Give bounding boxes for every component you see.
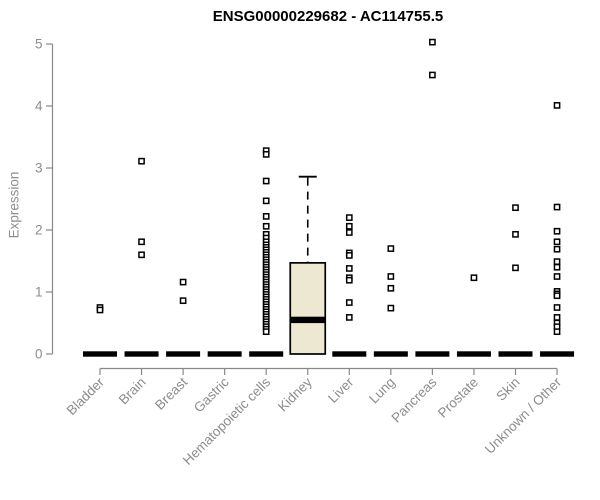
outlier-point-pancreas	[429, 38, 436, 46]
outlier-point-hematopoietic-cells	[262, 222, 270, 230]
outlier-point-hematopoietic-cells	[262, 151, 270, 158]
x-tick-label: Kidney	[275, 374, 315, 414]
outlier-point-lung	[387, 245, 395, 252]
y-tick-label: 5	[35, 37, 43, 52]
outlier-point-liver	[345, 299, 353, 306]
x-tick-label: Skin	[493, 375, 522, 404]
x-tick-label: Brain	[116, 375, 149, 408]
chart-title: ENSG00000229682 - AC114755.5	[212, 8, 444, 25]
x-tick-label: Pancreas	[389, 374, 440, 425]
median-liver	[332, 351, 367, 357]
y-tick-label: 1	[35, 285, 43, 300]
outlier-point-pancreas	[429, 71, 436, 79]
outlier-point-lung	[387, 284, 395, 292]
outlier-point-liver	[345, 314, 353, 321]
median-breast	[166, 351, 201, 357]
outlier-point-hematopoietic-cells	[262, 197, 270, 205]
median-gastric	[207, 351, 242, 357]
median-bladder	[83, 351, 117, 357]
x-tick-label: Breast	[152, 374, 190, 412]
outlier-point-unknown-other	[553, 328, 561, 336]
outlier-point-liver	[345, 252, 353, 259]
outlier-point-breast	[179, 278, 187, 286]
outlier-point-unknown-other	[553, 314, 561, 321]
y-tick-label: 2	[35, 223, 43, 238]
outlier-point-brain	[138, 251, 145, 259]
outlier-point-hematopoietic-cells	[262, 177, 270, 185]
outlier-point-breast	[179, 297, 187, 305]
outlier-point-brain	[138, 238, 145, 246]
median-hematopoietic-cells	[249, 351, 284, 357]
y-tick-label: 3	[35, 161, 43, 176]
median-brain	[124, 351, 159, 357]
outlier-point-unknown-other	[553, 258, 561, 265]
outlier-point-unknown-other	[553, 273, 561, 280]
outlier-point-unknown-other	[553, 304, 561, 311]
x-tick-label: Gastric	[191, 374, 232, 415]
x-tick-label: Prostate	[435, 375, 481, 421]
outlier-point-prostate	[470, 274, 478, 282]
box-kidney	[289, 262, 327, 355]
y-tick-label: 0	[35, 347, 43, 362]
median-kidney	[290, 316, 326, 324]
outlier-point-liver	[345, 276, 353, 284]
outlier-point-skin	[512, 264, 519, 272]
y-tick-label: 4	[35, 99, 43, 114]
x-tick-label: Lung	[366, 375, 398, 407]
outlier-point-liver	[345, 222, 353, 230]
outlier-point-skin	[512, 230, 519, 238]
x-tick-label: Bladder	[64, 374, 108, 418]
outlier-point-liver	[345, 265, 353, 272]
x-tick-label: Liver	[325, 374, 357, 406]
outlier-point-hematopoietic-cells	[262, 328, 270, 336]
outlier-point-skin	[512, 204, 519, 212]
outlier-point-lung	[387, 273, 395, 280]
outlier-point-lung	[387, 304, 395, 312]
outlier-point-unknown-other	[553, 292, 561, 300]
outlier-point-liver	[345, 229, 353, 236]
outlier-point-unknown-other	[553, 227, 561, 235]
outlier-point-unknown-other	[553, 203, 561, 211]
outlier-point-unknown-other	[553, 238, 561, 246]
outlier-point-bladder	[96, 306, 104, 314]
median-prostate	[456, 351, 491, 357]
outlier-point-unknown-other	[553, 245, 561, 253]
outlier-point-unknown-other	[553, 263, 561, 271]
outlier-point-brain	[138, 157, 145, 165]
median-skin	[498, 351, 533, 357]
median-lung	[373, 351, 408, 357]
outlier-point-hematopoietic-cells	[262, 213, 270, 220]
median-unknown-other	[540, 351, 575, 357]
outlier-point-unknown-other	[553, 102, 561, 109]
outlier-point-liver	[345, 214, 353, 221]
x-tick-label: Unknown / Other	[482, 374, 565, 457]
median-pancreas	[415, 351, 450, 357]
